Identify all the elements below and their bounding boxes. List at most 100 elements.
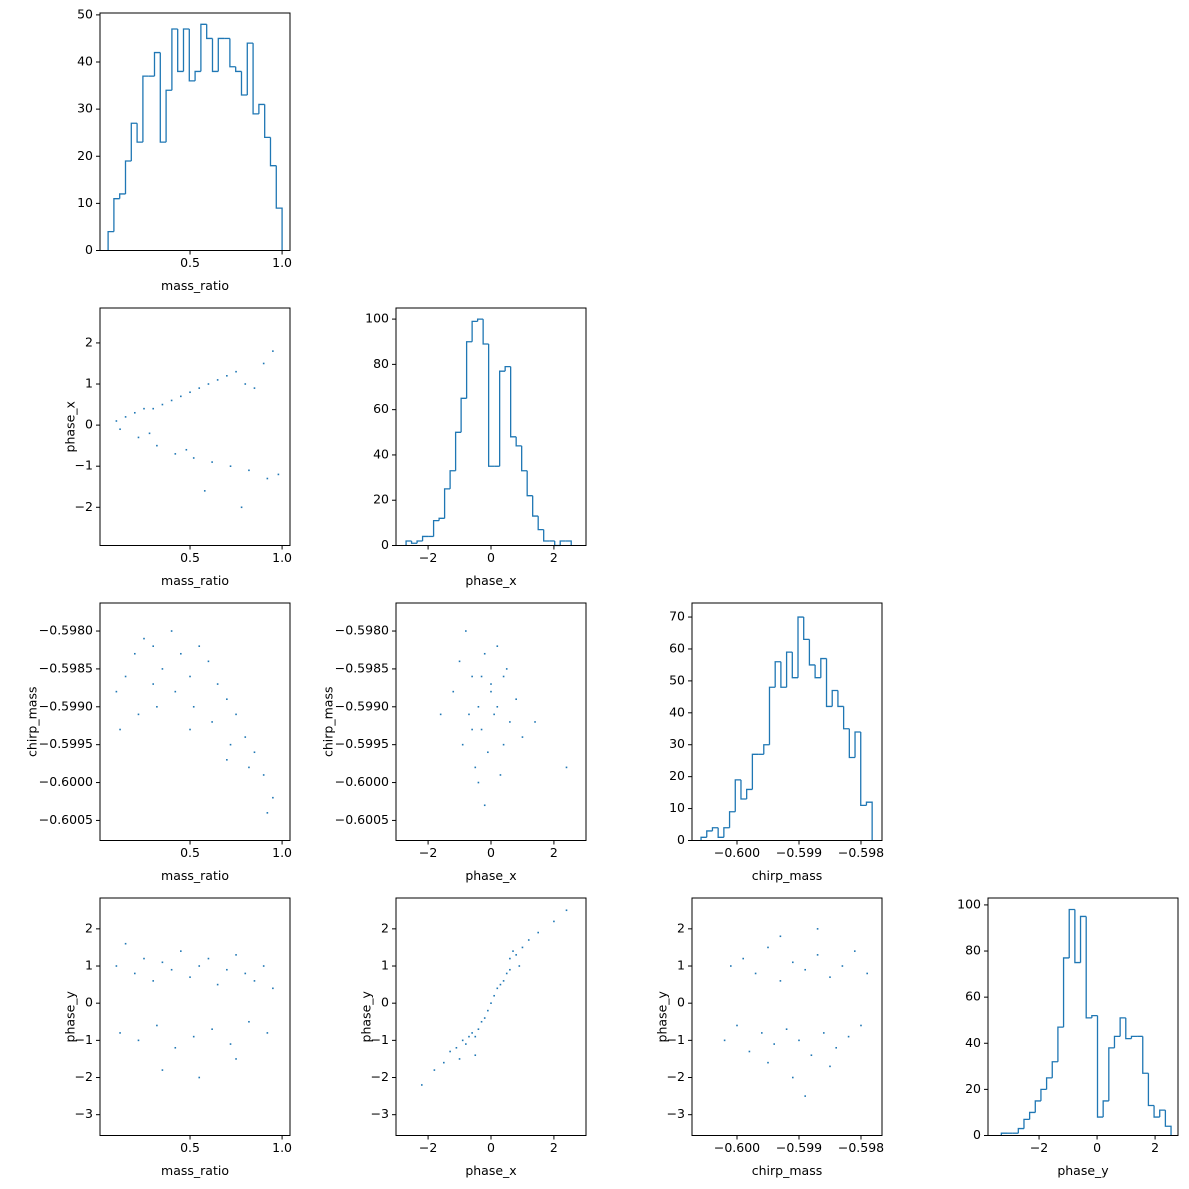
scatter-point bbox=[115, 420, 118, 422]
subplot: −0.600 −0.599 −0.598 −3 −2 −1 0 1 2 chirp_mass pha… bbox=[654, 897, 884, 1178]
scatter-point bbox=[137, 436, 140, 439]
scatter-point bbox=[791, 1076, 794, 1079]
scatter-point bbox=[192, 705, 195, 708]
scatter-point bbox=[189, 976, 191, 978]
scatter-point bbox=[143, 407, 145, 410]
scatter-point bbox=[198, 387, 201, 389]
x-tick-label: −0.600 bbox=[714, 1140, 760, 1155]
scatter-point bbox=[216, 379, 219, 381]
scatter-point bbox=[152, 980, 155, 982]
histogram-step bbox=[728, 811, 736, 828]
histogram-step bbox=[1153, 1105, 1160, 1118]
histogram-step bbox=[565, 540, 572, 546]
x-axis-label: phase_x bbox=[465, 1163, 516, 1178]
scatter-point bbox=[480, 675, 483, 678]
histogram-step bbox=[182, 28, 190, 72]
y-tick-label: −0.5995 bbox=[39, 736, 93, 751]
y-tick-label: 2 bbox=[85, 334, 93, 349]
y-tick-label: −0.5985 bbox=[335, 660, 389, 675]
histogram-step bbox=[1102, 1100, 1109, 1118]
scatter-point bbox=[471, 675, 473, 678]
histogram-step bbox=[113, 198, 120, 232]
scatter-point bbox=[133, 972, 136, 975]
scatter-point bbox=[779, 935, 782, 938]
y-tick-label: −1 bbox=[371, 1032, 389, 1047]
histogram-step bbox=[559, 540, 566, 546]
x-tick-label: −2 bbox=[419, 550, 437, 565]
y-tick-label: 0 bbox=[381, 537, 389, 552]
scatter-point bbox=[240, 506, 243, 509]
histogram-step bbox=[860, 731, 867, 807]
x-tick-label: −0.599 bbox=[776, 1140, 822, 1155]
scatter-point bbox=[822, 1032, 825, 1034]
scatter-point bbox=[810, 1054, 813, 1057]
x-tick-label: 1.0 bbox=[272, 845, 292, 860]
scatter-point bbox=[767, 946, 769, 949]
y-tick-label: 80 bbox=[965, 943, 981, 958]
histogram-step bbox=[275, 165, 283, 251]
scatter-point bbox=[235, 713, 237, 716]
y-tick-label: 10 bbox=[669, 800, 685, 815]
scatter-point bbox=[477, 781, 480, 784]
y-tick-label: −0.6000 bbox=[39, 774, 93, 789]
scatter-point bbox=[487, 1009, 489, 1012]
scatter-point bbox=[133, 652, 136, 655]
y-tick-label: 50 bbox=[669, 672, 685, 687]
scatter-point bbox=[248, 1020, 250, 1023]
histogram-step bbox=[740, 779, 747, 800]
y-tick-label: −2 bbox=[371, 1069, 389, 1084]
histogram-step bbox=[119, 193, 126, 199]
x-tick-label: 0 bbox=[487, 1140, 495, 1155]
histogram-step bbox=[438, 517, 445, 521]
scatter-point bbox=[474, 1054, 477, 1057]
scatter-point bbox=[779, 980, 782, 982]
histogram-step bbox=[124, 160, 132, 194]
scatter-point bbox=[174, 453, 177, 455]
scatter-point bbox=[480, 1020, 483, 1023]
scatter-point bbox=[211, 721, 213, 723]
y-tick-label: 100 bbox=[365, 311, 389, 326]
scatter-point bbox=[124, 416, 127, 418]
scatter-point bbox=[161, 668, 164, 670]
x-tick-label: 1.0 bbox=[272, 1140, 292, 1155]
scatter-point bbox=[509, 957, 511, 960]
scatter-point bbox=[180, 652, 182, 655]
y-tick-label: −0.5980 bbox=[335, 623, 389, 638]
x-tick-label: 2 bbox=[550, 550, 558, 565]
x-tick-label: 0.5 bbox=[180, 845, 200, 860]
histogram-step bbox=[780, 661, 787, 688]
scatter-point bbox=[773, 1043, 775, 1045]
x-tick-label: 0.5 bbox=[180, 1140, 200, 1155]
axes-frame bbox=[395, 602, 587, 841]
y-tick-label: 0 bbox=[677, 832, 685, 847]
scatter-point bbox=[527, 939, 530, 941]
scatter-point bbox=[499, 983, 502, 986]
x-axis-label: mass_ratio bbox=[161, 278, 229, 293]
scatter-point bbox=[483, 1017, 486, 1019]
scatter-point bbox=[496, 987, 499, 990]
y-tick-label: 50 bbox=[77, 6, 93, 21]
y-tick-label: 40 bbox=[669, 704, 685, 719]
histogram-step bbox=[1068, 908, 1075, 958]
histogram-step bbox=[820, 657, 827, 678]
histogram-step bbox=[1045, 1077, 1053, 1090]
scatter-point bbox=[148, 432, 151, 435]
scatter-point bbox=[262, 965, 265, 967]
histogram-step bbox=[537, 516, 544, 531]
y-tick-label: 30 bbox=[77, 101, 93, 116]
scatter-point bbox=[248, 469, 250, 472]
scatter-point bbox=[152, 407, 155, 410]
histogram-step bbox=[1142, 1036, 1149, 1074]
histogram-step bbox=[465, 341, 473, 399]
scatter-point bbox=[253, 980, 256, 982]
histogram-step bbox=[416, 540, 423, 544]
histogram-step bbox=[1113, 1035, 1121, 1048]
scatter-point bbox=[841, 965, 844, 967]
scatter-point bbox=[266, 812, 269, 814]
scatter-point bbox=[804, 968, 806, 971]
scatter-point bbox=[468, 713, 470, 716]
histogram-step bbox=[723, 827, 730, 838]
scatter-point bbox=[115, 965, 118, 967]
subplot: 0.5 1.0 0 10 20 30 40 50 mass_ratio bbox=[77, 6, 292, 293]
